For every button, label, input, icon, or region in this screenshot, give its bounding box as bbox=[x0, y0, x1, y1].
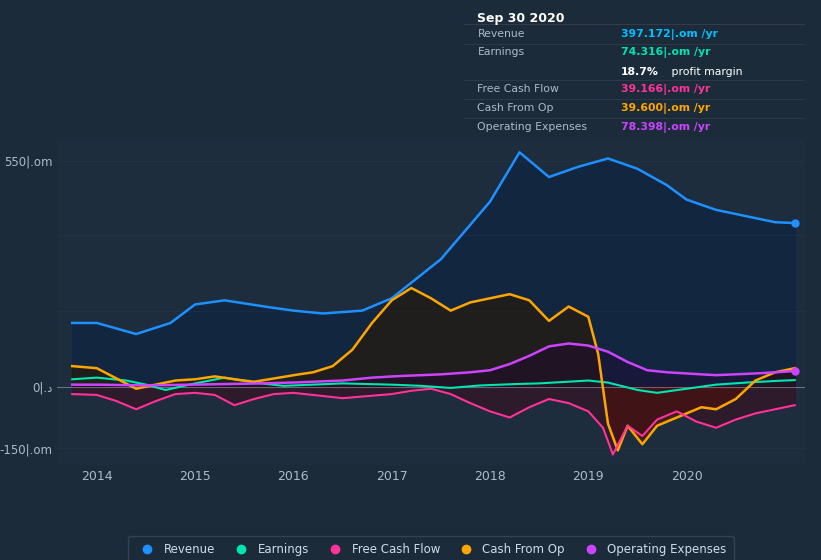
Text: 39.600|.om /yr: 39.600|.om /yr bbox=[621, 103, 710, 114]
Text: 18.7%: 18.7% bbox=[621, 67, 658, 77]
Text: 397.172|.om /yr: 397.172|.om /yr bbox=[621, 29, 718, 40]
Text: 39.166|.om /yr: 39.166|.om /yr bbox=[621, 84, 710, 95]
Text: Earnings: Earnings bbox=[478, 47, 525, 57]
Text: 78.398|.om /yr: 78.398|.om /yr bbox=[621, 122, 710, 133]
Text: Operating Expenses: Operating Expenses bbox=[478, 122, 588, 132]
Text: profit margin: profit margin bbox=[668, 67, 743, 77]
Legend: Revenue, Earnings, Free Cash Flow, Cash From Op, Operating Expenses: Revenue, Earnings, Free Cash Flow, Cash … bbox=[128, 536, 734, 560]
Text: 74.316|.om /yr: 74.316|.om /yr bbox=[621, 47, 710, 58]
Text: Cash From Op: Cash From Op bbox=[478, 103, 554, 113]
Text: Free Cash Flow: Free Cash Flow bbox=[478, 84, 559, 94]
Text: Sep 30 2020: Sep 30 2020 bbox=[478, 12, 565, 25]
Text: Revenue: Revenue bbox=[478, 29, 525, 39]
